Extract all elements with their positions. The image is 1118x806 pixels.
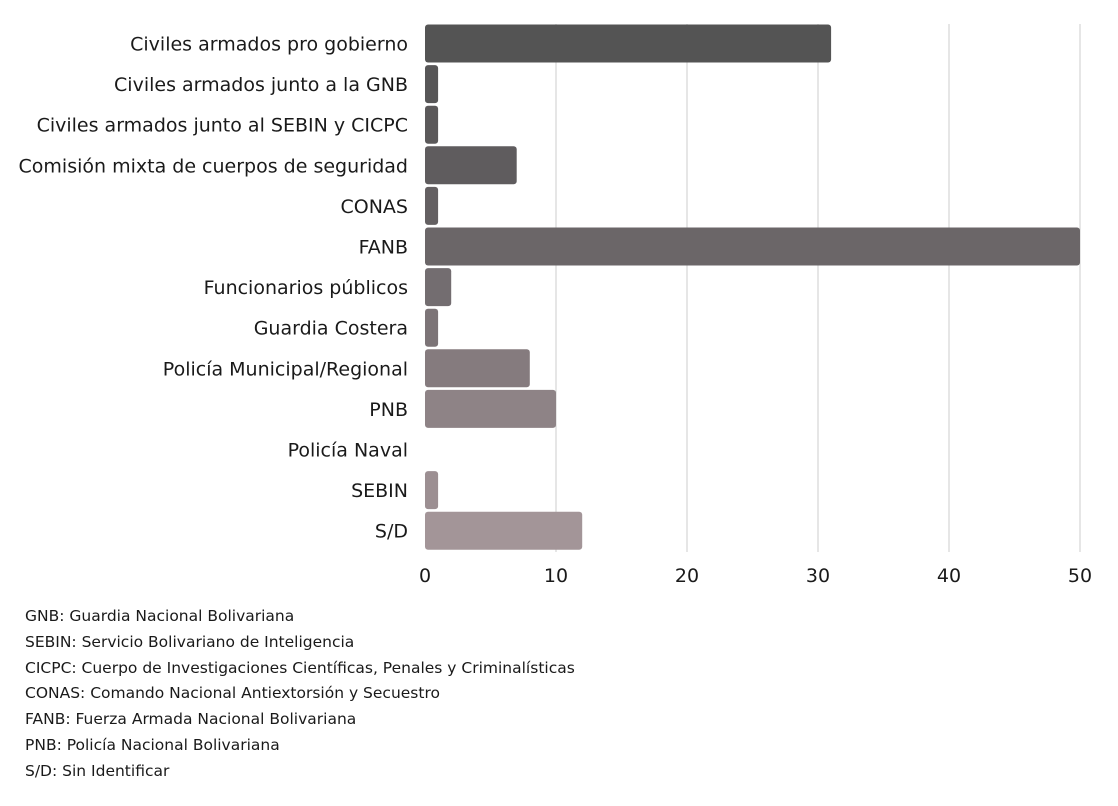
bar (425, 308, 439, 347)
bar (425, 389, 556, 428)
x-tick-label: 10 (544, 565, 568, 587)
category-label: Civiles armados pro gobierno (130, 34, 408, 56)
note-fanb: FANB: Fuerza Armada Nacional Bolivariana (25, 710, 357, 729)
x-tick-label: 0 (419, 565, 431, 587)
bar (425, 105, 439, 144)
note-sebin: SEBIN: Servicio Bolivariano de Inteligen… (25, 632, 355, 651)
category-label: Policía Municipal/Regional (163, 358, 408, 380)
x-tick-label: 30 (806, 565, 830, 587)
x-tick-label: 20 (675, 565, 699, 587)
bar (425, 24, 832, 63)
note-gnb: GNB: Guardia Nacional Bolivariana (25, 607, 295, 625)
bar (425, 268, 452, 307)
note-sd: S/D: Sin Identificar (25, 761, 170, 780)
gridlines (555, 24, 1081, 552)
category-label: Policía Naval (288, 440, 408, 462)
bar (425, 146, 517, 185)
category-label: FANB (359, 237, 408, 259)
category-label: Comisión mixta de cuerpos de seguridad (19, 155, 408, 177)
abbreviation-notes: GNB: Guardia Nacional Bolivariana SEBIN:… (25, 604, 575, 785)
x-tick-label: 50 (1068, 565, 1092, 587)
category-label: S/D (375, 521, 408, 543)
bar (425, 227, 1080, 266)
category-label: Civiles armados junto al SEBIN y CICPC (37, 115, 408, 137)
x-tick-label: 40 (937, 565, 961, 587)
category-label: Civiles armados junto a la GNB (114, 74, 408, 96)
category-label: Funcionarios públicos (204, 277, 408, 299)
category-labels: Civiles armados pro gobierno Civiles arma… (19, 34, 408, 543)
category-label: Guardia Costera (254, 318, 408, 340)
bars (425, 24, 1080, 550)
category-label: SEBIN (351, 480, 408, 502)
category-label: PNB (369, 399, 408, 421)
bar-chart: Civiles armados pro gobierno Civiles arma… (19, 24, 1092, 587)
bar (425, 511, 583, 550)
bar (425, 65, 439, 104)
note-cicpc: CICPC: Cuerpo de Investigaciones Científ… (25, 658, 575, 677)
bar (425, 349, 530, 388)
bar (425, 471, 439, 510)
bar (425, 186, 439, 225)
note-conas: CONAS: Comando Nacional Antiextorsión y … (25, 684, 440, 703)
category-label: CONAS (341, 196, 409, 218)
note-pnb: PNB: Policía Nacional Bolivariana (25, 735, 280, 754)
x-axis-ticks: 0 10 20 30 40 50 (419, 565, 1092, 587)
